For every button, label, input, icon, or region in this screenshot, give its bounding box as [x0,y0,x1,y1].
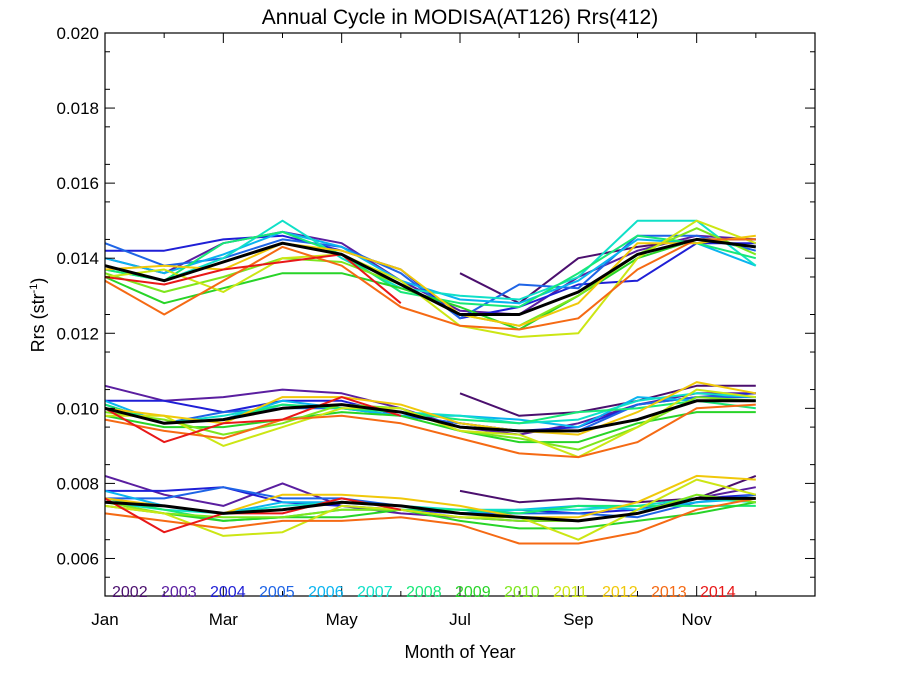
legend-item: 2007 [357,584,393,601]
series-line-2004 [105,234,756,320]
series-line-2006 [104,230,757,305]
legend-item: 2006 [308,584,344,601]
y-tick-label: 0.020 [56,24,99,43]
series-line-2014 [104,396,402,444]
y-axis-label-sup: -1 [28,284,40,294]
y-axis-label-main: Rrs (str [28,293,48,352]
x-tick-label: Nov [682,610,713,629]
x-tick-label: Sep [563,610,593,629]
series-line-2011 [104,478,757,541]
x-tick-label: Jul [449,610,471,629]
series-line-2014 [104,497,401,534]
legend-item: 2005 [259,584,295,601]
series-line-2002 [459,384,756,417]
series-line-2009 [104,238,756,331]
mean-line [104,399,756,433]
legend-item: 2012 [602,584,638,601]
series-line-2005 [104,234,757,320]
y-tick-label: 0.012 [56,324,99,343]
series-line-2009 [104,501,756,530]
series-line-2013 [104,403,756,459]
legend-item: 2014 [700,584,736,601]
y-tick-label: 0.016 [56,174,99,193]
series-line-2012 [104,234,756,327]
legend-item: 2002 [112,584,148,601]
series-line-2013 [104,497,756,545]
legend: 2002 2003 2004 2005 2006 2007 2008 2009 2010 2011… [112,584,736,601]
y-tick-label: 0.014 [56,249,99,268]
legend-item: 2013 [651,584,687,601]
legend-item: 2009 [455,584,491,601]
legend-item: 2003 [161,584,197,601]
chart-title: Annual Cycle in MODISA(AT126) Rrs(412) [262,6,658,29]
y-axis-label-close: ) [28,278,48,284]
mean-line [104,237,756,316]
series-line-2014 [104,253,402,304]
mean-line [104,496,756,523]
legend-item: 2008 [406,584,442,601]
plot-lines [104,219,757,545]
y-tick-label: 0.010 [56,399,99,418]
series-line-2013 [104,238,756,331]
legend-item: 2010 [504,584,540,601]
y-tick-label: 0.006 [56,549,99,568]
legend-item: 2004 [210,584,246,601]
x-axis-label: Month of Year [404,642,515,662]
x-tick-label: Mar [209,610,239,629]
y-tick-label: 0.008 [56,474,99,493]
x-tick-label: May [326,610,359,629]
legend-item: 2011 [553,584,588,601]
series-line-2002 [459,474,757,504]
y-axis-label: Rrs (str-1) [28,278,48,353]
x-tick-label: Jan [91,610,118,629]
y-tick-label: 0.018 [56,99,99,118]
y-axis: 0.006 0.008 0.010 0.012 0.014 0.016 0.018 0.020 [56,24,815,578]
series-line-2012 [104,381,756,436]
x-axis: Jan Mar May Jul Sep Nov [91,33,757,629]
